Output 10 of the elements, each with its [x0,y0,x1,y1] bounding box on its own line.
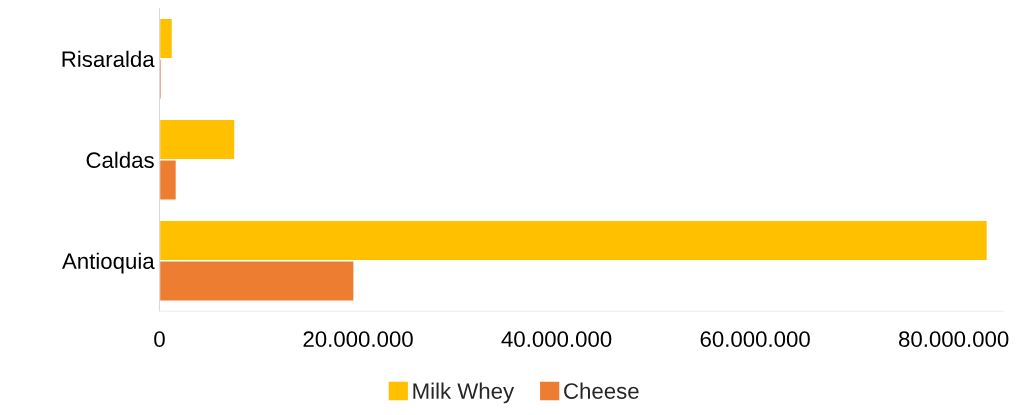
x-tick-label: 0 [154,331,165,348]
y-tick-label: Risaralda [62,50,155,68]
x-tick-label: 60.000.000 [700,331,810,348]
legend-label: Cheese [564,382,639,399]
y-tick-label: Antioquia [62,252,155,274]
x-tick-label: 20.000.000 [303,331,413,348]
x-tick-label: 40.000.000 [501,331,612,348]
x-tick-label: 80.000.000 [899,331,1009,348]
y-tick-label: Caldas [86,151,154,169]
legend-label: Milk Whey [413,382,515,404]
